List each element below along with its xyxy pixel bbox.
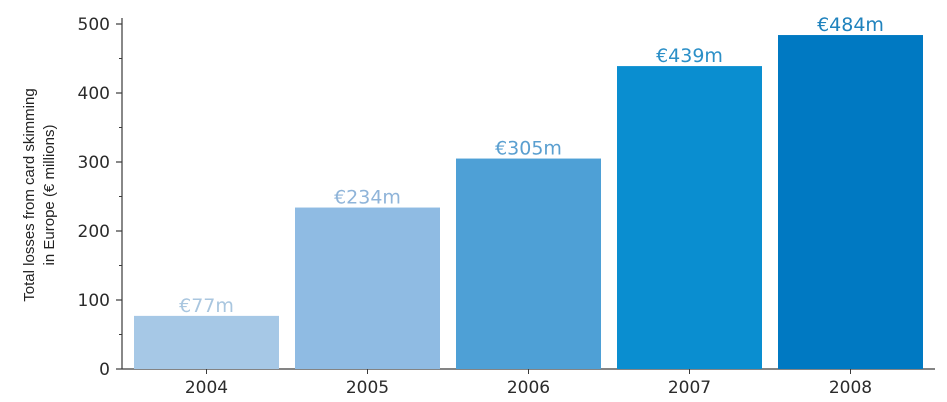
bar-2007: [617, 66, 762, 369]
y-tick-label: 100: [78, 291, 110, 311]
x-tick-label-2006: 2006: [507, 378, 550, 398]
data-label-2005: €234m: [334, 187, 401, 209]
y-tick-label: 0: [99, 360, 110, 380]
x-axis-labels: 2004 2005 2006 2007 2008: [185, 369, 872, 398]
x-tick-label-2008: 2008: [829, 378, 872, 398]
y-tick-label: 300: [78, 153, 110, 173]
x-tick-label-2005: 2005: [346, 378, 389, 398]
bar-2004: [134, 315, 279, 369]
data-labels: €77m €234m €305m €439m €484m: [179, 14, 884, 317]
x-tick-label-2004: 2004: [185, 378, 228, 398]
y-tick-label: 400: [78, 84, 110, 104]
bar-2006: [456, 158, 601, 369]
y-axis-title: Total losses from card skimming in Europ…: [21, 88, 58, 301]
y-axis-title-line-1: Total losses from card skimming: [21, 88, 38, 301]
bars: [134, 35, 923, 369]
data-label-2006: €305m: [495, 138, 562, 160]
bar-2005: [295, 207, 440, 369]
x-tick-label-2007: 2007: [668, 378, 711, 398]
data-label-2007: €439m: [656, 45, 723, 67]
y-tick-label: 200: [78, 222, 110, 242]
y-tick-label: 500: [78, 15, 110, 35]
data-label-2008: €484m: [817, 14, 884, 36]
data-label-2004: €77m: [179, 295, 234, 317]
y-axis-title-line-2: in Europe (€ millions): [41, 125, 58, 266]
bar-2008: [778, 35, 923, 369]
